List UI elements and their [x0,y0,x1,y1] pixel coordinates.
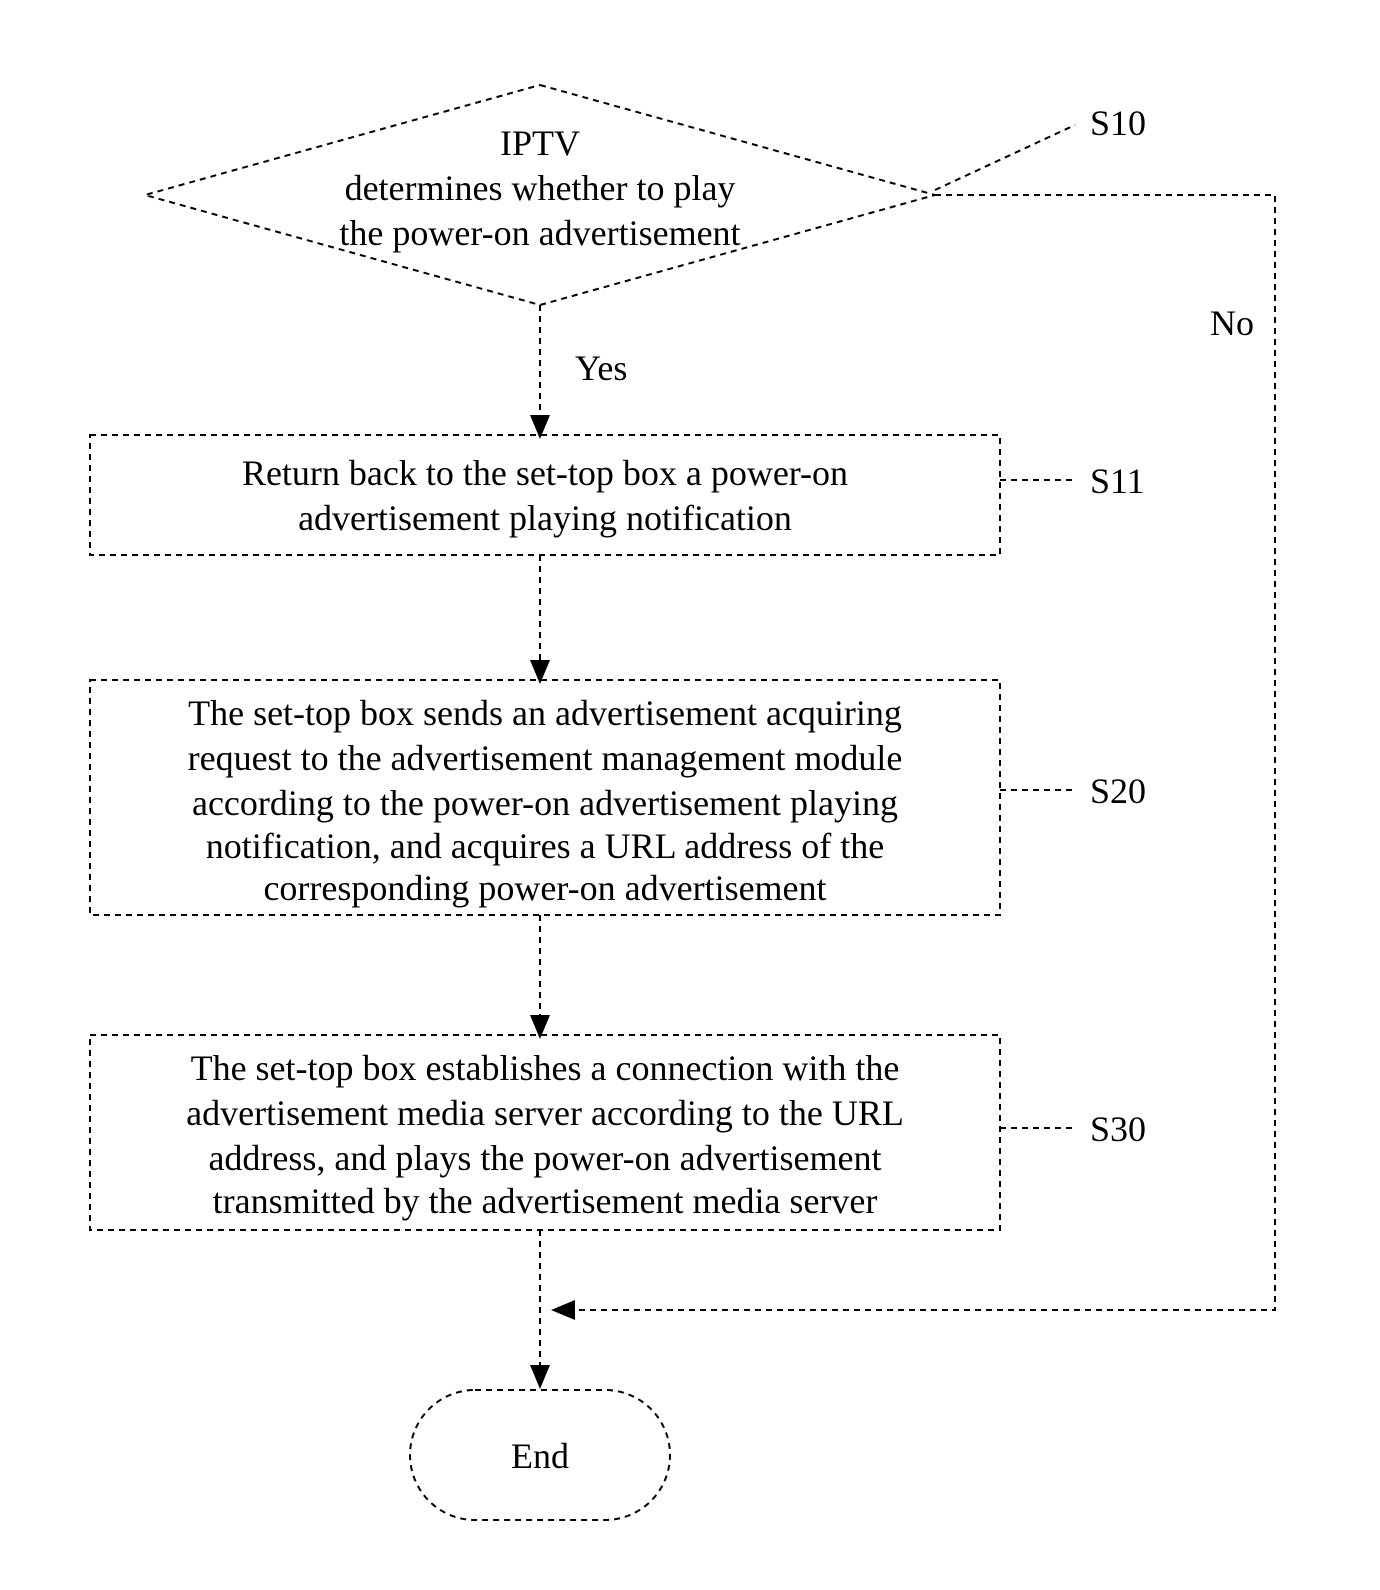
s20-step-label: S20 [1090,771,1146,811]
s11-step-label: S11 [1090,461,1145,501]
s20-line1: The set-top box sends an advertisement a… [188,693,902,733]
s30-line4: transmitted by the advertisement media s… [213,1181,878,1221]
s30-step-label: S30 [1090,1109,1146,1149]
end-label: End [511,1436,569,1476]
s11-line2: advertisement playing notification [298,498,792,538]
s30-line2: advertisement media server according to … [186,1093,904,1133]
s20-line5: corresponding power-on advertisement [263,868,826,908]
process-node-s20: The set-top box sends an advertisement a… [90,680,1000,915]
edge-no-label: No [1210,303,1254,343]
s20-line4: notification, and acquires a URL address… [206,826,884,866]
s30-line1: The set-top box establishes a connection… [191,1048,900,1088]
s30-line3: address, and plays the power-on advertis… [208,1138,881,1178]
process-node-s30: The set-top box establishes a connection… [90,1035,1000,1230]
terminator-node-end: End [410,1390,670,1520]
s10-line3: the power-on advertisement [339,213,740,253]
flowchart-canvas: IPTV determines whether to play the powe… [0,0,1380,1590]
process-node-s11: Return back to the set-top box a power-o… [90,435,1000,555]
s20-line2: request to the advertisement management … [188,738,903,778]
edge-yes-label: Yes [575,348,627,388]
s10-step-label: S10 [1090,103,1146,143]
s10-line2: determines whether to play [345,168,736,208]
s20-line3: according to the power-on advertisement … [192,783,898,823]
s11-line1: Return back to the set-top box a power-o… [242,453,848,493]
s10-leader [935,125,1075,190]
decision-node-s10: IPTV determines whether to play the powe… [145,85,935,305]
s10-line1: IPTV [500,123,580,163]
